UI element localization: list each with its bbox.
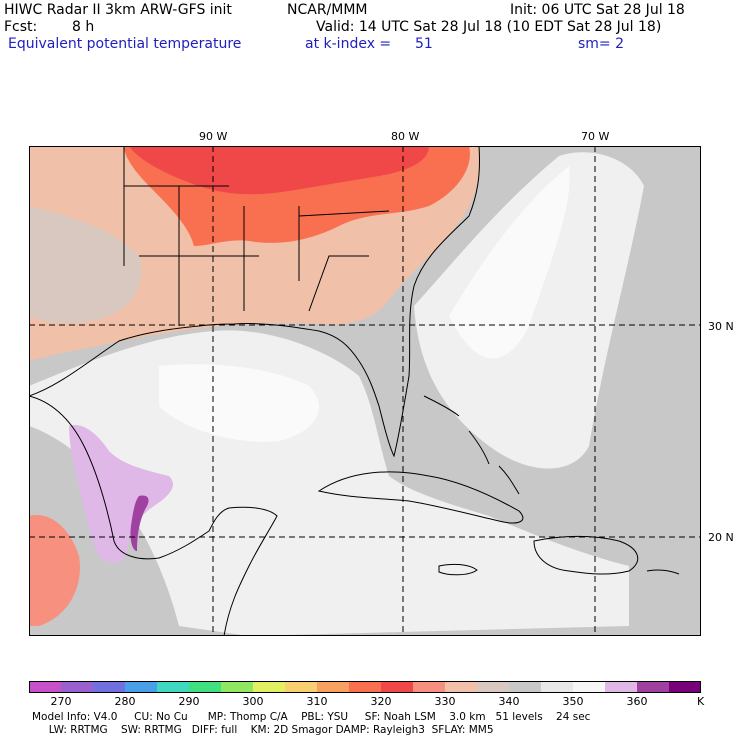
- fcst-value: 8 h: [72, 19, 95, 35]
- bahamas-outline: [423, 395, 520, 495]
- valid-time: Valid: 14 UTC Sat 28 Jul 18 (10 EDT Sat …: [316, 19, 662, 35]
- cbar-swatch: [93, 681, 126, 693]
- cbar-swatch: [669, 681, 701, 693]
- theta-e-map: [29, 146, 701, 636]
- cbar-swatch: [381, 681, 414, 693]
- title-center: NCAR/MMM: [287, 2, 368, 18]
- cbar-swatch: [253, 681, 286, 693]
- level-label: at k-index =: [305, 36, 392, 52]
- warm-patch-mexico: [29, 515, 80, 626]
- mexico-coast: [29, 395, 278, 636]
- cbar-tick-290: 290: [178, 695, 200, 708]
- title-left: HIWC Radar II 3km ARW-GFS init: [4, 2, 232, 18]
- cbar-tick-340: 340: [498, 695, 520, 708]
- cbar-tick-360: 360: [626, 695, 648, 708]
- pr-outline: [646, 569, 680, 575]
- lat-label-20n: 20 N: [708, 531, 734, 544]
- map-frame: [29, 146, 701, 636]
- cbar-swatch: [189, 681, 222, 693]
- colorbar: [29, 681, 701, 693]
- cbar-swatch: [317, 681, 350, 693]
- model-info-line2: LW: RRTMG SW: RRTMG DIFF: full KM: 2D Sm…: [32, 724, 494, 736]
- cbar-swatch: [157, 681, 190, 693]
- cbar-swatch: [349, 681, 382, 693]
- smoothing-label: sm= 2: [578, 36, 625, 52]
- state-borders: [123, 146, 390, 326]
- hot-band-core: [129, 146, 429, 195]
- field-name: Equivalent potential temperature: [8, 36, 242, 52]
- cbar-swatch: [509, 681, 542, 693]
- cbar-swatch: [29, 681, 62, 693]
- cbar-frame: [29, 681, 701, 693]
- cbar-tick-320: 320: [370, 695, 392, 708]
- cbar-swatch: [61, 681, 94, 693]
- land-gray-patch: [29, 206, 142, 324]
- level-value: 51: [415, 36, 433, 52]
- cbar-swatch: [125, 681, 158, 693]
- cbar-tick-280: 280: [114, 695, 136, 708]
- jamaica-outline: [438, 563, 478, 576]
- cbar-swatch: [285, 681, 318, 693]
- cbar-tick-300: 300: [242, 695, 264, 708]
- gulf-white-region: [159, 364, 319, 442]
- cbar-swatch: [605, 681, 638, 693]
- lon-label-90w: 90 W: [199, 130, 228, 143]
- cbar-swatch: [637, 681, 670, 693]
- lon-label-80w: 80 W: [391, 130, 420, 143]
- init-time: Init: 06 UTC Sat 28 Jul 18: [510, 2, 685, 18]
- lat-label-30n: 30 N: [708, 320, 734, 333]
- atlantic-white-streak: [449, 166, 570, 359]
- cbar-swatch: [445, 681, 478, 693]
- us-gulf-coast: [29, 146, 480, 458]
- cbar-swatch: [477, 681, 510, 693]
- cbar-unit: K: [697, 695, 705, 708]
- purple-region: [69, 425, 174, 563]
- cuba-outline: [317, 471, 524, 524]
- fcst-label: Fcst:: [4, 19, 38, 35]
- cbar-swatch: [221, 681, 254, 693]
- cbar-tick-310: 310: [306, 695, 328, 708]
- cbar-swatch: [541, 681, 574, 693]
- cbar-tick-270: 270: [50, 695, 72, 708]
- model-info-line1: Model Info: V4.0 CU: No Cu MP: Thomp C/A…: [32, 711, 591, 723]
- cbar-tick-330: 330: [434, 695, 456, 708]
- cbar-swatch: [573, 681, 606, 693]
- cbar-tick-350: 350: [562, 695, 584, 708]
- lon-label-70w: 70 W: [581, 130, 610, 143]
- cbar-swatch: [413, 681, 446, 693]
